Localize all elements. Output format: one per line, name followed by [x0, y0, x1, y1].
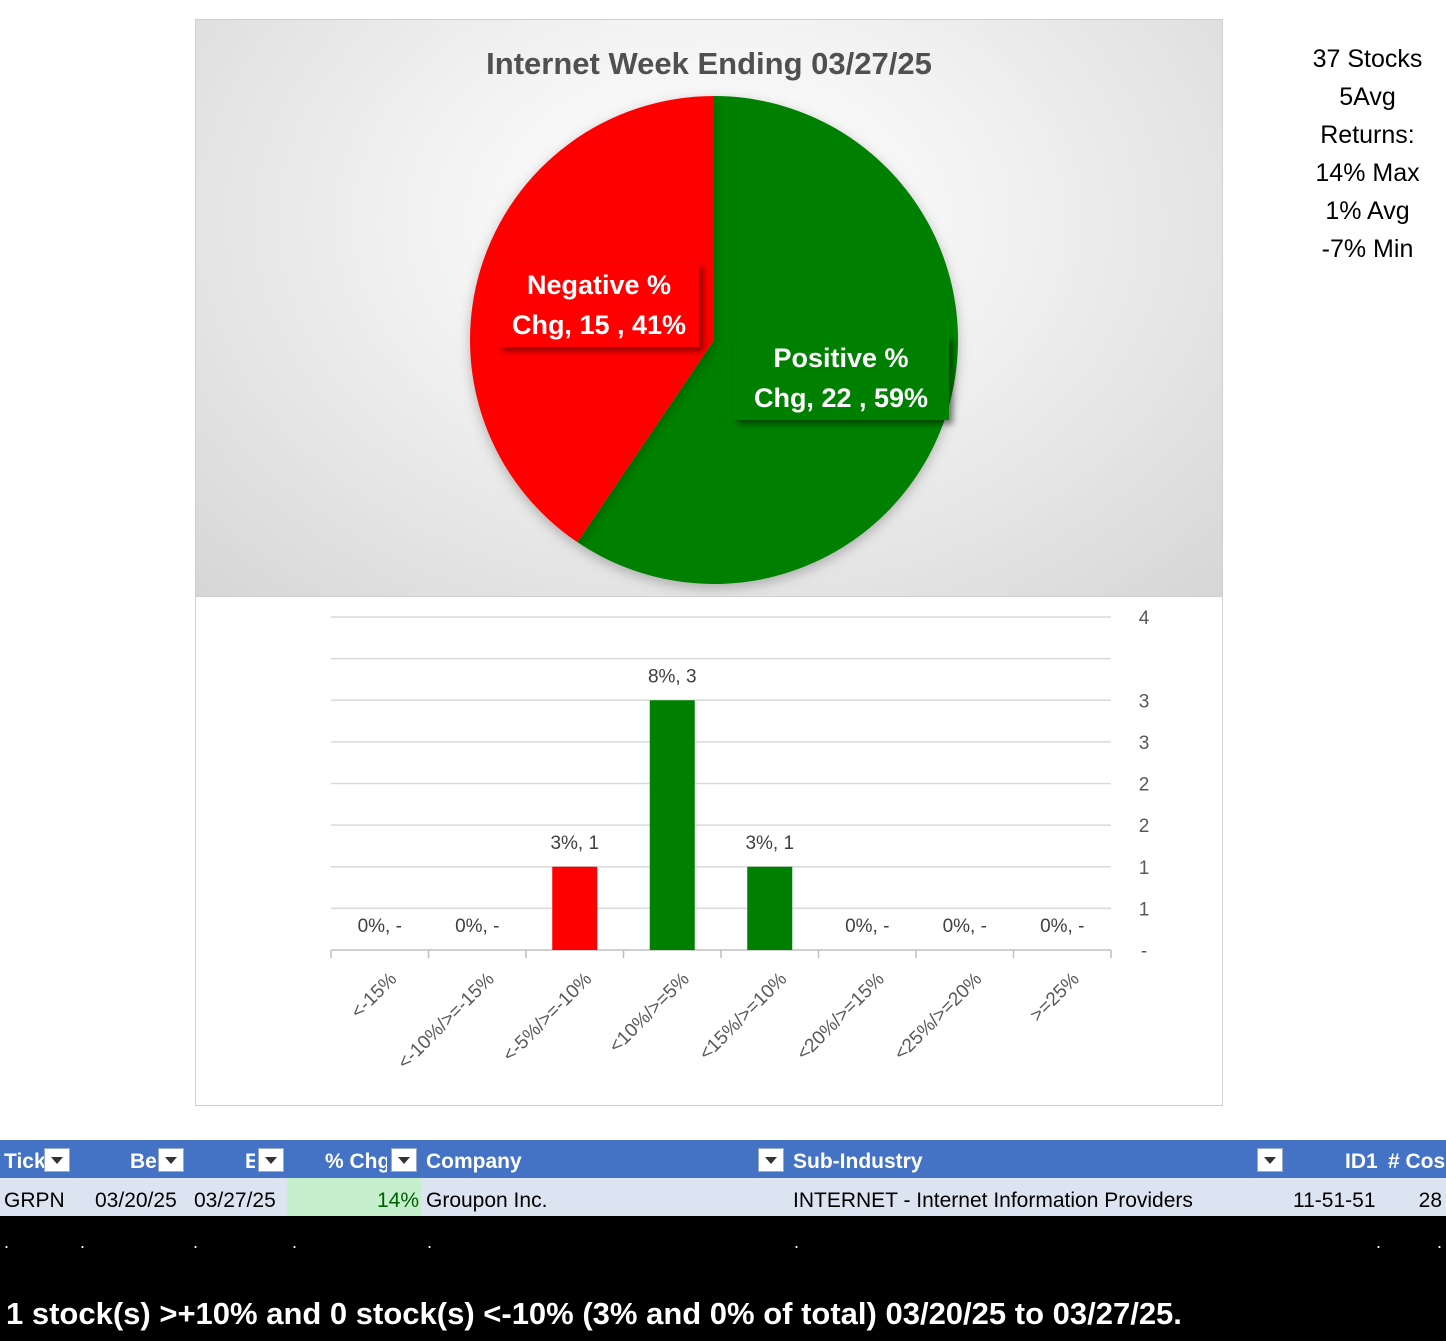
y-tick-label: - [1141, 941, 1147, 962]
header-end: E [245, 1140, 255, 1178]
cell-id1: 11-51-51 [1293, 1189, 1376, 1212]
bar-chart: - 1 1 2 2 3 3 4 0%, - <-15% 0%, - <-10%/>=-15% 3%, 1… [330, 608, 1150, 1074]
x-tick-label: <10%/>=5% [605, 969, 694, 1058]
footer-background [0, 1216, 1446, 1341]
cell-company: Groupon Inc. [426, 1189, 548, 1212]
stats-line-average: 1% Avg [1325, 197, 1410, 225]
cell-end: 03/27/25 [194, 1189, 276, 1212]
dot-marker: . [193, 1232, 199, 1252]
table-row[interactable] [0, 1178, 1446, 1216]
x-tick-label: <-15% [347, 969, 401, 1023]
data-label: 0%, - [358, 916, 402, 937]
dot-marker: . [794, 1232, 800, 1252]
dot-marker: . [1376, 1232, 1382, 1252]
x-tick-label: <15%/>=10% [695, 969, 791, 1065]
data-label: 0%, - [455, 916, 499, 937]
stats-line-stocks: 37 Stocks [1312, 45, 1423, 73]
cell-begin: 03/20/25 [95, 1189, 177, 1212]
bar [649, 700, 695, 950]
pie-chart-title: Internet Week Ending 03/27/25 [486, 46, 932, 81]
data-label: 8%, 3 [648, 666, 697, 687]
y-tick-label: 1 [1139, 858, 1150, 879]
header-sub-industry: Sub-Industry [793, 1140, 1093, 1178]
stats-line-avg: 5Avg [1339, 83, 1396, 111]
y-tick-label: 1 [1139, 899, 1150, 920]
y-tick-label: 2 [1139, 816, 1150, 837]
stats-line-returns: Returns: [1320, 121, 1415, 149]
dot-marker: . [427, 1232, 433, 1252]
data-label: 3%, 1 [550, 833, 599, 854]
filter-pct-chg-button[interactable] [391, 1148, 417, 1172]
pie-label-positive-line1: Positive % [773, 343, 909, 373]
bar [747, 866, 793, 950]
pie-chart [469, 95, 958, 584]
data-label: 0%, - [1040, 916, 1084, 937]
cell-sub-industry: INTERNET - Internet Information Provider… [793, 1189, 1193, 1212]
header-begin: Be [130, 1140, 156, 1178]
pie-label-negative-line1: Negative % [526, 270, 672, 300]
header-id1: ID1 [1345, 1140, 1385, 1178]
x-tick-label: <-10%/>=-15% [394, 969, 499, 1074]
cell-num-cos: 28 [1418, 1189, 1442, 1212]
filter-sub-industry-button[interactable] [1257, 1148, 1283, 1172]
y-tick-label: 3 [1139, 691, 1150, 712]
bar [552, 866, 598, 950]
pie-label-positive-line2: Chg, 22 , 59% [753, 383, 929, 413]
table-header-row [0, 1140, 1446, 1178]
pie-label-negative: Negative % Chg, 15 , 41% [499, 263, 699, 347]
stats-summary: 37 Stocks 5Avg Returns: 14% Max 1% Avg -… [1290, 40, 1445, 268]
y-tick-label: 4 [1139, 608, 1150, 629]
dot-marker: . [4, 1232, 10, 1252]
dot-marker: . [80, 1232, 86, 1252]
cell-ticker: GRPN [4, 1189, 65, 1212]
pie-label-positive: Positive % Chg, 22 , 59% [733, 336, 949, 420]
x-tick-label: <-5%/>=-10% [499, 969, 596, 1066]
dot-marker: . [1437, 1232, 1443, 1252]
pie-label-negative-line2: Chg, 15 , 41% [511, 310, 687, 340]
filter-begin-button[interactable] [158, 1148, 184, 1172]
header-company: Company [426, 1140, 626, 1178]
data-label: 0%, - [845, 916, 889, 937]
filter-company-button[interactable] [758, 1148, 784, 1172]
pct-chg-highlight [287, 1178, 421, 1216]
pie-chart-panel: Internet Week Ending 03/27/25 Negative %… [195, 19, 1223, 597]
dot-marker: . [292, 1232, 298, 1252]
filter-ticker-button[interactable] [44, 1148, 70, 1172]
x-tick-label: >=25% [1026, 969, 1084, 1027]
y-tick-label: 2 [1139, 775, 1150, 796]
footer-summary: 1 stock(s) >+10% and 0 stock(s) <-10% (3… [6, 1296, 1182, 1331]
stats-line-max: 14% Max [1315, 159, 1420, 187]
x-tick-label: <25%/>=20% [890, 969, 986, 1065]
x-tick-label: <20%/>=15% [793, 969, 889, 1065]
stats-line-min: -7% Min [1321, 235, 1414, 263]
data-label: 3%, 1 [745, 833, 794, 854]
header-num-cos: # Cos [1388, 1140, 1446, 1178]
data-label: 0%, - [943, 916, 987, 937]
header-pct-chg: % Chg [325, 1140, 387, 1178]
header-ticker: Tick [4, 1140, 46, 1178]
filter-end-button[interactable] [258, 1148, 284, 1172]
bar-chart-panel: - 1 1 2 2 3 3 4 0%, - <-15% 0%, - <-10%/>=-15% 3%, 1… [195, 597, 1223, 1106]
cell-pct-chg: 14% [376, 1189, 419, 1212]
y-tick-label: 3 [1139, 733, 1150, 754]
